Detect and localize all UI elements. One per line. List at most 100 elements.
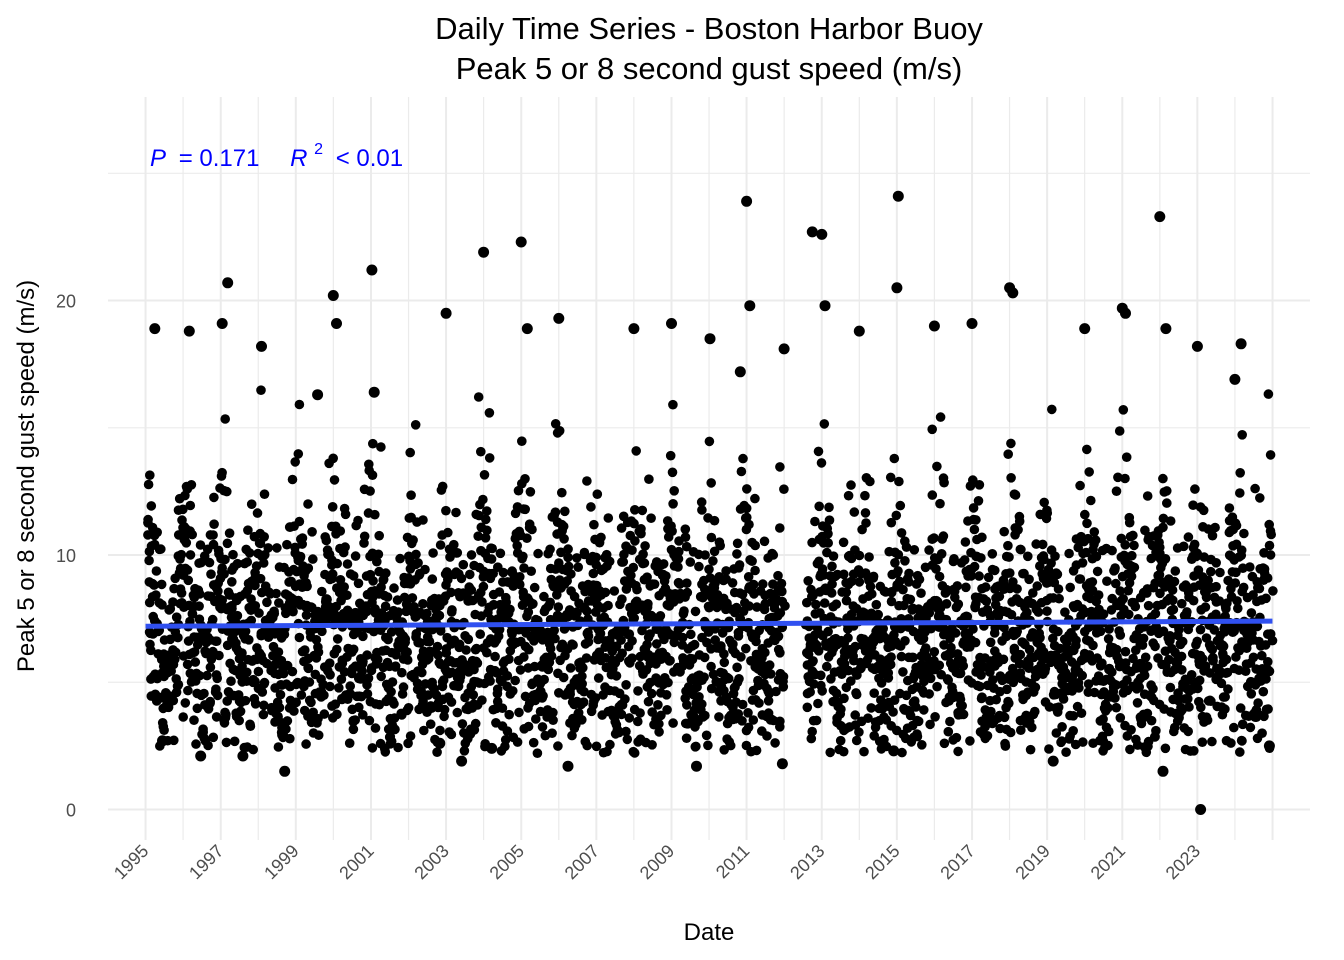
data-point <box>227 577 237 587</box>
data-point <box>259 700 269 711</box>
data-point <box>741 503 752 514</box>
data-point <box>1125 744 1135 755</box>
data-point <box>934 660 945 671</box>
data-point <box>638 549 648 559</box>
data-point <box>628 323 640 335</box>
data-point <box>545 597 555 608</box>
data-point <box>345 681 356 691</box>
data-point <box>357 666 368 676</box>
data-point <box>294 399 305 410</box>
data-point <box>1038 551 1049 561</box>
data-point <box>828 551 839 561</box>
data-point <box>442 567 452 577</box>
data-point <box>149 580 159 590</box>
data-point <box>661 690 672 700</box>
data-point <box>1258 686 1269 697</box>
data-point <box>1126 725 1136 735</box>
data-point <box>538 691 548 701</box>
data-point <box>889 453 900 464</box>
data-point <box>521 625 532 635</box>
data-point <box>649 579 660 589</box>
data-point <box>1150 641 1160 652</box>
data-point <box>689 639 700 650</box>
data-point <box>169 735 179 746</box>
data-point <box>263 543 274 553</box>
data-point <box>1061 747 1071 757</box>
data-point <box>526 566 536 576</box>
data-point <box>864 552 874 562</box>
data-point <box>1148 684 1158 694</box>
data-point <box>232 610 243 621</box>
data-point <box>556 547 566 558</box>
data-point <box>386 736 397 747</box>
data-point <box>960 537 971 547</box>
data-point <box>219 569 229 579</box>
data-point <box>1047 755 1059 767</box>
data-point <box>527 524 537 535</box>
data-point <box>665 655 675 666</box>
data-point <box>686 629 696 640</box>
data-point <box>1216 678 1227 689</box>
data-point <box>1046 558 1056 568</box>
data-point <box>629 748 640 758</box>
data-point <box>572 553 582 563</box>
data-point <box>334 683 344 693</box>
data-point <box>1132 698 1143 708</box>
data-point <box>1077 558 1088 568</box>
chart-subtitle: Peak 5 or 8 second gust speed (m/s) <box>456 51 963 86</box>
data-point <box>760 647 770 658</box>
data-point <box>1203 575 1213 586</box>
data-point <box>192 703 203 714</box>
data-point <box>250 699 261 709</box>
data-point <box>550 507 561 517</box>
data-point <box>242 667 252 678</box>
data-point <box>419 725 429 736</box>
data-point <box>406 490 416 501</box>
data-point <box>860 508 871 518</box>
data-point <box>826 588 837 598</box>
data-point <box>754 698 764 708</box>
data-point <box>965 736 975 746</box>
data-point <box>185 550 196 560</box>
data-point <box>1221 654 1232 665</box>
data-point <box>348 644 359 655</box>
data-point <box>319 709 330 719</box>
data-point <box>846 480 856 490</box>
data-point <box>1240 666 1251 676</box>
data-point <box>1060 607 1070 617</box>
data-point <box>1030 682 1041 693</box>
data-point <box>484 453 495 463</box>
data-point <box>928 320 940 332</box>
data-point <box>1165 682 1176 693</box>
data-point <box>492 684 503 694</box>
data-point <box>1210 522 1220 533</box>
data-point <box>537 722 548 732</box>
data-point <box>466 585 477 595</box>
data-point <box>313 647 324 657</box>
data-point <box>643 599 653 609</box>
data-point <box>1005 727 1016 738</box>
data-point <box>242 557 253 567</box>
data-point <box>329 475 340 485</box>
data-point <box>582 740 592 751</box>
data-point <box>668 718 678 728</box>
data-point <box>546 651 557 661</box>
data-point <box>917 740 927 750</box>
data-point <box>719 649 729 659</box>
data-point <box>673 562 683 572</box>
data-point <box>403 703 414 713</box>
data-point <box>144 555 154 566</box>
data-point <box>817 686 827 696</box>
data-point <box>339 582 350 592</box>
data-point <box>638 558 648 569</box>
data-point <box>500 735 511 745</box>
data-point <box>840 651 850 662</box>
data-point <box>426 701 436 711</box>
data-point <box>466 550 477 560</box>
x-tick-label: 2007 <box>561 841 603 883</box>
data-point <box>770 738 780 748</box>
data-point <box>1197 654 1208 664</box>
data-point <box>1236 545 1247 555</box>
data-point <box>825 747 835 758</box>
data-point <box>227 603 237 614</box>
